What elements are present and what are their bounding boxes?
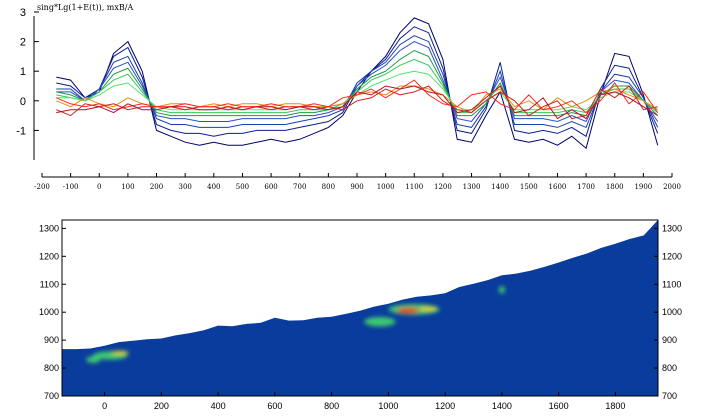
x-tick-label: 1400 <box>492 401 512 411</box>
line-chart-axes: -1 0 1 2 3 -200 -100 0 100 200 300 400 500 600 700 800 9… <box>16 7 681 191</box>
y-tick-label: 1 <box>20 66 26 78</box>
section-fill <box>62 220 658 396</box>
x-tick-label: 800 <box>322 183 335 191</box>
right-y-tick-label: 800 <box>662 363 677 373</box>
left-y-tick-label: 700 <box>44 391 59 401</box>
left-y-tick-label: 900 <box>44 335 59 345</box>
left-y-tick-label: 1000 <box>39 307 59 317</box>
series-line <box>56 49 659 117</box>
x-tick-label: 2000 <box>663 183 681 191</box>
section-body <box>62 220 658 396</box>
right-y-tick-label: 1200 <box>662 251 682 261</box>
left-y-tick-label: 1200 <box>39 251 59 261</box>
series-line <box>56 26 659 138</box>
anomaly-group <box>86 286 506 364</box>
section-frame <box>61 219 659 397</box>
section-axes: 700 700 800 800 900 900 1000 1000 1100 1100 1200 12… <box>39 223 682 411</box>
anomaly-blob <box>364 316 396 327</box>
line-chart: -1 0 1 2 3 -200 -100 0 100 200 300 400 500 600 700 800 9… <box>16 7 681 191</box>
x-tick-label: 1800 <box>606 183 624 191</box>
chart-title: sing*Lg(1+E(t)), mxB/A <box>37 3 133 12</box>
x-tick-label: 200 <box>150 183 163 191</box>
x-tick-label: -200 <box>34 183 50 191</box>
y-tick-label: 0 <box>20 96 26 108</box>
right-y-tick-label: 1100 <box>662 279 681 289</box>
x-tick-label: 500 <box>236 183 249 191</box>
right-y-tick-label: 900 <box>662 335 677 345</box>
anomaly-blob <box>498 286 506 294</box>
x-tick-label: 0 <box>102 401 107 411</box>
x-tick-label: 1800 <box>605 401 625 411</box>
right-y-tick-label: 700 <box>662 391 677 401</box>
left-y-tick-label: 800 <box>44 363 59 373</box>
x-tick-label: 1100 <box>405 183 423 191</box>
x-tick-label: 900 <box>350 183 363 191</box>
x-tick-label: 1400 <box>491 183 509 191</box>
x-tick-label: 600 <box>264 183 277 191</box>
x-tick-label: 1200 <box>434 183 452 191</box>
x-tick-label: 300 <box>178 183 191 191</box>
anomaly-blob <box>86 356 101 364</box>
x-tick-label: 100 <box>121 183 134 191</box>
x-tick-label: 400 <box>211 401 226 411</box>
x-tick-label: 800 <box>324 401 339 411</box>
x-tick-label: 1200 <box>435 401 455 411</box>
anomaly-blob <box>111 350 129 355</box>
x-tick-label: -100 <box>63 183 79 191</box>
y-tick-label: 2 <box>20 37 26 49</box>
x-tick-label: 1000 <box>378 401 398 411</box>
x-tick-label: 1900 <box>634 183 652 191</box>
x-tick-label: 200 <box>154 401 169 411</box>
right-y-tick-label: 1300 <box>662 223 682 233</box>
x-tick-label: 0 <box>97 183 101 191</box>
anomaly-blob <box>419 306 437 312</box>
y-tick-label: -1 <box>16 125 26 137</box>
series-line <box>56 79 659 114</box>
line-chart-series <box>56 17 659 150</box>
x-tick-label: 600 <box>267 401 282 411</box>
anomaly-blob <box>396 307 420 314</box>
series-line <box>56 35 659 129</box>
left-y-tick-label: 1300 <box>39 223 59 233</box>
section-chart: 700 700 800 800 900 900 1000 1000 1100 1100 1200 12… <box>39 219 682 411</box>
x-tick-label: 1500 <box>520 183 538 191</box>
right-y-tick-label: 1000 <box>662 307 682 317</box>
x-tick-label: 1700 <box>577 183 595 191</box>
series-line <box>56 85 658 120</box>
x-tick-label: 1000 <box>377 183 395 191</box>
x-tick-label: 400 <box>207 183 220 191</box>
y-tick-label: 3 <box>20 7 26 19</box>
left-y-tick-label: 1100 <box>40 279 59 289</box>
series-line <box>56 41 659 123</box>
x-tick-label: 700 <box>293 183 306 191</box>
x-tick-label: 1600 <box>549 183 567 191</box>
x-tick-label: 1300 <box>463 183 481 191</box>
x-tick-label: 1600 <box>549 401 569 411</box>
